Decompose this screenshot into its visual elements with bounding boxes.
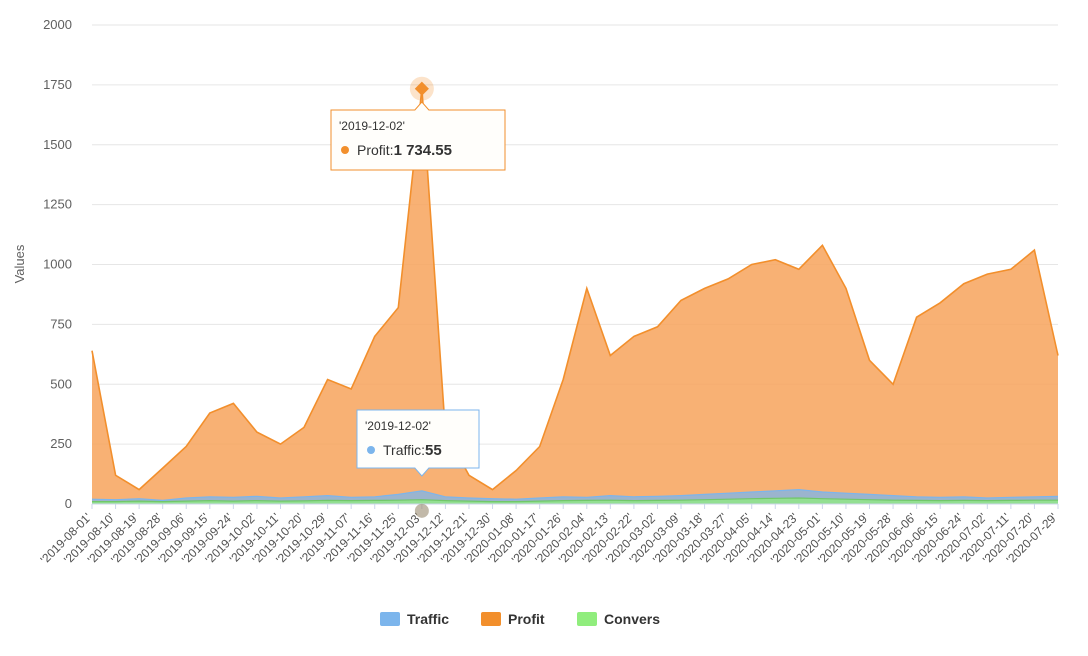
legend-item-profit[interactable]: Profit [481,611,545,627]
tooltip-value: 1 734.55 [394,142,452,159]
series-line-profit[interactable] [91,88,1059,491]
legend: Traffic Profit Convers [380,611,660,627]
y-tick-label: 750 [50,316,72,331]
y-tick-label: 1500 [43,137,72,152]
axes: 025050075010001250150017502000'2019-08-0… [38,17,1061,567]
legend-label: Traffic [407,611,449,627]
legend-swatch [577,612,597,626]
y-tick-label: 2000 [43,17,72,32]
y-tick-label: 500 [50,376,72,391]
profit-tooltip: '2019-12-02' Profit: 1 734.55 [330,101,506,171]
legend-swatch [481,612,501,626]
tooltip-dot [341,146,349,154]
tooltip-box [356,409,480,477]
tooltip-title: '2019-12-02' [339,119,405,133]
tooltip-label: Traffic: [383,442,425,458]
y-tick-label: 250 [50,436,72,451]
series-areas [91,88,1059,504]
series-line-traffic[interactable] [91,488,1059,502]
profit-hover-marker[interactable] [414,81,429,96]
y-tick-label: 0 [65,496,72,511]
tooltip-label: Profit: [357,142,394,158]
traffic-tooltip: '2019-12-02' Traffic: 55 [356,409,480,477]
series-area-profit [92,88,1058,504]
y-tick-label: 1250 [43,197,72,212]
tooltips: '2019-12-02'Profit: 1 734.55'2019-12-02'… [330,76,506,518]
tooltip-box [330,101,506,171]
traffic-hover-marker[interactable] [414,503,429,518]
legend-label: Convers [604,611,660,627]
tooltip-value: 55 [425,442,442,459]
y-axis-label: Values [12,244,27,283]
tooltip-title: '2019-12-02' [365,419,431,433]
legend-item-traffic[interactable]: Traffic [380,611,449,627]
y-tick-label: 1000 [43,257,72,272]
legend-swatch [380,612,400,626]
y-tick-label: 1750 [43,77,72,92]
legend-item-convers[interactable]: Convers [577,611,660,627]
tooltip-dot [367,446,375,454]
series-line-convers[interactable] [92,497,1058,503]
legend-label: Profit [508,611,545,627]
